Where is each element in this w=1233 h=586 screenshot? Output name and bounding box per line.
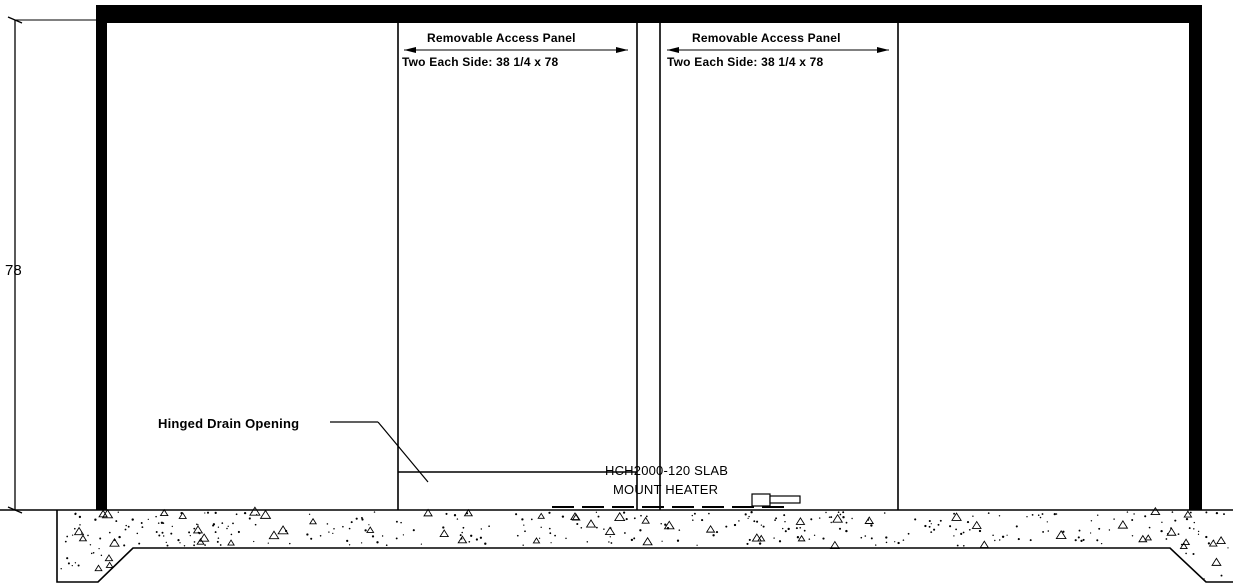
access-panel-right-subtitle: Two Each Side: 38 1/4 x 78 xyxy=(667,55,824,69)
heater-label-line2: MOUNT HEATER xyxy=(613,482,718,497)
access-panel-left-title: Removable Access Panel xyxy=(427,31,576,45)
heater-label-line1: HCH2000-120 SLAB xyxy=(605,463,728,478)
height-dimension-label: 78 xyxy=(5,262,22,279)
access-panel-left-subtitle: Two Each Side: 38 1/4 x 78 xyxy=(402,55,559,69)
concrete-slab xyxy=(0,506,1233,583)
roof-beam xyxy=(96,5,1202,23)
right-post xyxy=(1189,5,1202,510)
left-post xyxy=(96,5,107,510)
concrete-stipple xyxy=(60,506,1229,580)
drain-opening-leader xyxy=(330,421,429,483)
panel-dividers xyxy=(397,23,899,510)
access-panel-right-callout: Removable Access Panel Two Each Side: 38… xyxy=(667,31,889,69)
access-panel-left-callout: Removable Access Panel Two Each Side: 38… xyxy=(402,31,628,69)
drain-opening-label: Hinged Drain Opening xyxy=(158,416,299,431)
access-panel-right-title: Removable Access Panel xyxy=(692,31,841,45)
heater-unit xyxy=(552,493,801,508)
